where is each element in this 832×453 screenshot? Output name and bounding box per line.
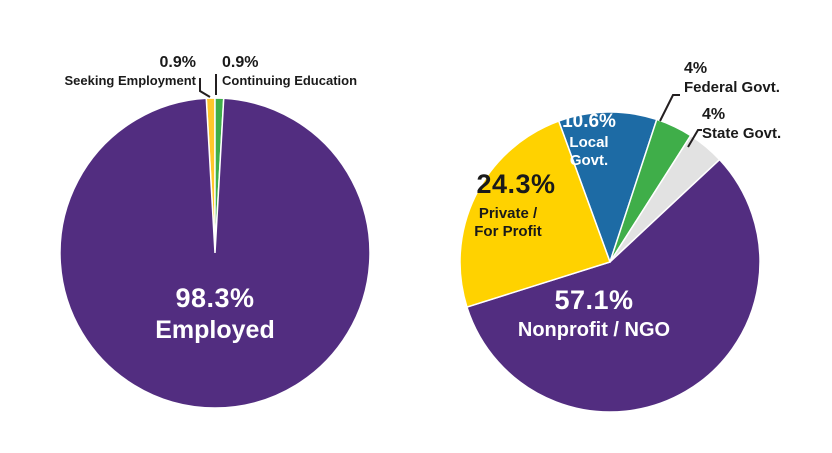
private-for-profit-name: Private / For Profit xyxy=(474,204,542,240)
state-govt-pct: 4% xyxy=(702,106,726,123)
pie-slice-employed xyxy=(59,97,371,409)
private-for-profit-line2: For Profit xyxy=(474,223,542,241)
callout-seeking-employment: 0.9% Seeking Employment xyxy=(20,54,196,88)
leader-seeking-employment xyxy=(199,78,211,98)
local-govt-label: 10.6% Local Govt. xyxy=(562,111,616,169)
nonprofit-ngo-name: Nonprofit / NGO xyxy=(517,319,671,342)
federal-govt-label: Federal Govt. xyxy=(684,79,780,97)
private-for-profit-label: 24.3% xyxy=(476,169,556,199)
local-govt-line1: Local xyxy=(569,133,609,151)
private-for-profit-pct: 24.3% xyxy=(476,169,556,199)
callout-state-govt: 4% State Govt. xyxy=(702,106,781,142)
seeking-employment-pct: 0.9% xyxy=(159,54,196,71)
federal-govt-pct: 4% xyxy=(684,60,708,77)
pie-employment-status xyxy=(59,97,371,409)
callout-federal-govt: 4% Federal Govt. xyxy=(684,60,780,96)
continuing-education-label: Continuing Education xyxy=(222,73,358,89)
leader-federal-govt xyxy=(659,94,680,122)
local-govt-pct: 10.6% xyxy=(562,111,616,132)
continuing-education-pct: 0.9% xyxy=(222,54,259,71)
pie-slice-private-for-profit xyxy=(459,120,611,309)
employed-label: Employed xyxy=(155,316,275,345)
nonprofit-ngo-pct: 57.1% xyxy=(554,285,634,315)
callout-continuing-education: 0.9% Continuing Education xyxy=(222,54,357,88)
private-for-profit-line1: Private / xyxy=(478,205,538,222)
local-govt-line2: Govt. xyxy=(569,151,609,169)
nonprofit-ngo-label: 57.1% Nonprofit / NGO xyxy=(517,285,671,342)
employed-pct: 98.3% xyxy=(175,283,255,313)
pie-slice-local-govt xyxy=(557,111,658,265)
state-govt-label: State Govt. xyxy=(702,125,782,143)
pie-employment-sector xyxy=(459,111,761,413)
pie-slice-nonprofit-ngo xyxy=(465,158,761,413)
seeking-employment-label: Seeking Employment xyxy=(64,73,196,89)
employed-center-label: 98.3% Employed xyxy=(155,283,275,345)
leader-state-govt xyxy=(687,129,702,148)
